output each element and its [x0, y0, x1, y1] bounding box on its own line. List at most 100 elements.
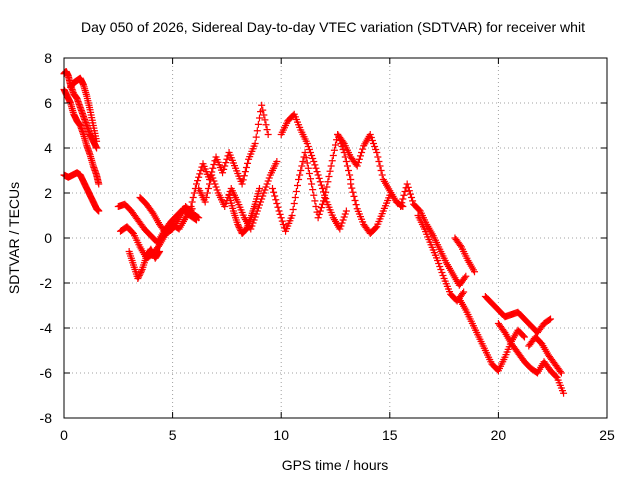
data-point [235, 224, 243, 231]
data-point [345, 167, 353, 174]
data-point [324, 178, 332, 186]
data-point [292, 188, 300, 195]
data-point [252, 133, 260, 141]
y-tick-label: 4 [44, 140, 52, 156]
data-point [434, 257, 442, 264]
series-arc-15 [347, 180, 394, 237]
data-point [270, 188, 278, 196]
series-arc-4 [60, 169, 103, 215]
data-point [192, 180, 200, 188]
data-point [147, 245, 155, 253]
y-axis-label: SDTVAR / TECUs [6, 182, 22, 294]
data-point [398, 199, 406, 207]
x-tick-label: 20 [491, 427, 507, 443]
data-point [347, 180, 355, 188]
data-point [93, 137, 101, 145]
data-point [399, 195, 407, 203]
data-point [208, 171, 216, 179]
data-point [259, 106, 267, 114]
data-point [202, 194, 210, 201]
data-point [279, 221, 287, 228]
data-point [377, 167, 385, 174]
data-point [342, 158, 350, 165]
data-point [255, 114, 263, 122]
data-point [404, 183, 412, 191]
data-point [350, 192, 358, 200]
series-arc-12 [269, 131, 355, 235]
data-point [378, 171, 386, 179]
data-point [251, 140, 259, 147]
data-point [204, 185, 212, 192]
y-tick-label: -6 [40, 365, 53, 381]
data-point [343, 162, 351, 170]
series-arc-8 [136, 194, 203, 237]
data-point [93, 144, 101, 152]
data-point [315, 174, 323, 182]
data-point [349, 188, 357, 196]
data-point [242, 164, 250, 171]
data-point [213, 186, 221, 194]
data-point [353, 162, 361, 170]
data-point [137, 269, 145, 276]
data-point [307, 149, 315, 156]
data-point [310, 158, 318, 165]
data-point [339, 138, 347, 146]
data-point [316, 178, 324, 186]
y-tick-label: 8 [44, 50, 52, 66]
data-point [201, 198, 209, 206]
data-point [471, 268, 479, 276]
data-point [290, 200, 298, 207]
data-point [238, 180, 246, 188]
data-point [314, 214, 322, 222]
data-point [374, 153, 382, 161]
data-point [254, 120, 262, 128]
data-point [307, 175, 315, 183]
data-point [326, 167, 334, 175]
data-point [386, 191, 394, 199]
data-point [264, 177, 272, 185]
data-point [188, 198, 196, 206]
data-point [332, 141, 339, 149]
data-point [556, 368, 564, 375]
y-tick-label: -8 [40, 410, 53, 426]
data-point [136, 270, 144, 278]
data-point [321, 191, 329, 199]
data-point [276, 210, 284, 218]
data-point [194, 177, 202, 185]
series-arc-13 [277, 110, 350, 233]
data-point [220, 165, 228, 173]
series-arc-3 [67, 74, 101, 145]
data-point [309, 155, 317, 162]
data-point [311, 161, 319, 169]
data-point [325, 173, 333, 180]
data-point [320, 188, 328, 196]
data-point [461, 274, 469, 282]
data-point [519, 332, 527, 340]
data-point [322, 195, 330, 203]
y-tick-label: -2 [40, 275, 53, 291]
data-point [371, 143, 379, 150]
data-point [318, 185, 326, 192]
data-point [373, 149, 381, 156]
data-point [263, 180, 271, 188]
data-point [303, 140, 311, 147]
data-point [358, 149, 366, 156]
data-point [211, 180, 219, 188]
series-arc-21 [494, 320, 568, 397]
data-point [222, 159, 230, 167]
data-point [261, 186, 269, 194]
x-tick-label: 15 [382, 427, 398, 443]
series-arc-18 [451, 234, 479, 276]
data-point [221, 162, 229, 170]
data-point [269, 185, 277, 192]
data-point [297, 167, 305, 174]
data-point [435, 260, 443, 267]
data-point [209, 174, 217, 182]
data-point [272, 196, 280, 204]
data-point [258, 101, 266, 109]
data-point [291, 194, 299, 201]
data-point [210, 177, 218, 185]
data-point [203, 189, 211, 197]
data-point [236, 225, 244, 233]
data-point [401, 188, 409, 195]
